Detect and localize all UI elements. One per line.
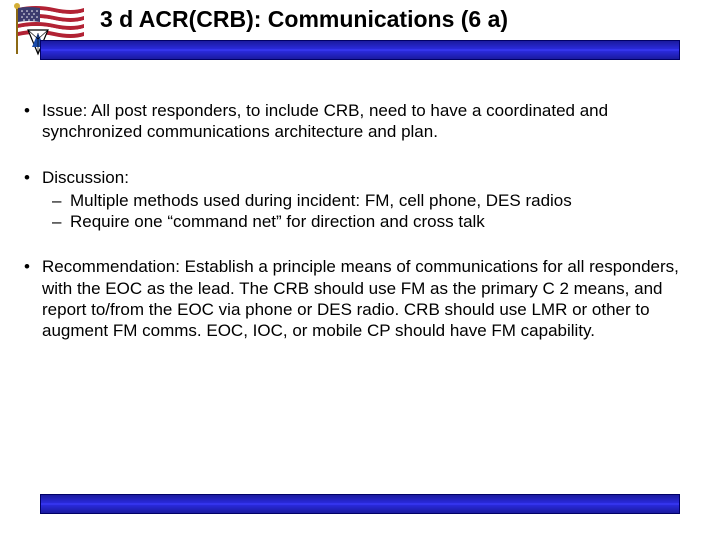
bullet-text: Issue: All post responders, to include C… — [42, 101, 608, 141]
bullet-text: Recommendation: Establish a principle me… — [42, 257, 679, 340]
bullet-discussion: Discussion: Multiple methods used during… — [20, 167, 700, 233]
sub-bullet: Require one “command net” for direction … — [42, 211, 700, 232]
sub-bullet-text: Multiple methods used during incident: F… — [70, 191, 572, 210]
sub-bullet: Multiple methods used during incident: F… — [42, 190, 700, 211]
slide-body: Issue: All post responders, to include C… — [20, 100, 700, 365]
bullet-recommendation: Recommendation: Establish a principle me… — [20, 256, 700, 341]
bullet-issue: Issue: All post responders, to include C… — [20, 100, 700, 143]
title-underline-bar — [40, 40, 680, 60]
sub-bullet-text: Require one “command net” for direction … — [70, 212, 485, 231]
slide-title: 3 d ACR(CRB): Communications (6 a) — [100, 6, 508, 33]
bullet-text: Discussion: — [42, 168, 129, 187]
slide-header: 3 d ACR(CRB): Communications (6 a) — [0, 0, 720, 64]
footer-bar — [40, 494, 680, 514]
